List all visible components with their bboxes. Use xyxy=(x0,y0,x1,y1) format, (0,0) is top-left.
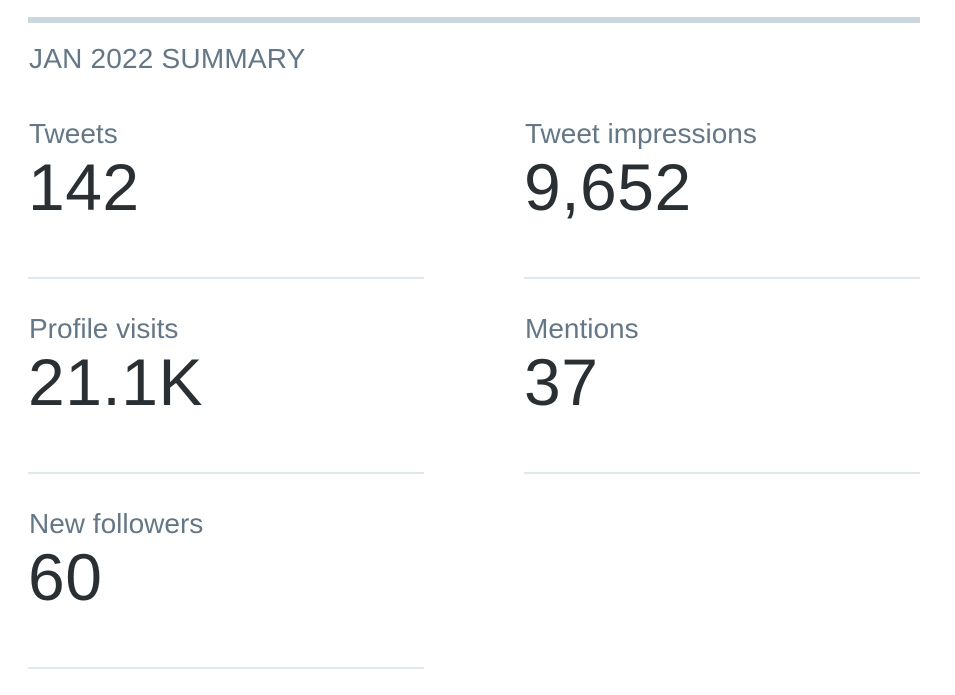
stat-profile-visits: Profile visits 21.1K xyxy=(28,313,424,474)
stat-label: Tweet impressions xyxy=(525,118,757,149)
stat-mentions: Mentions 37 xyxy=(524,313,920,474)
stat-label: Tweets xyxy=(29,118,118,149)
stat-value: 9,652 xyxy=(524,150,692,224)
stat-label: Profile visits xyxy=(29,313,179,344)
stat-value: 142 xyxy=(28,150,140,224)
stat-label: Mentions xyxy=(525,313,639,344)
stat-tweets: Tweets 142 xyxy=(28,118,424,279)
stat-value: 37 xyxy=(524,345,599,419)
summary-top-divider xyxy=(28,17,920,23)
summary-title: JAN 2022 SUMMARY xyxy=(29,43,306,74)
stat-tweet-impressions: Tweet impressions 9,652 xyxy=(524,118,920,279)
stat-label: New followers xyxy=(29,508,204,539)
stat-new-followers: New followers 60 xyxy=(28,508,424,669)
stat-value: 60 xyxy=(28,540,103,614)
stat-value: 21.1K xyxy=(28,345,203,419)
